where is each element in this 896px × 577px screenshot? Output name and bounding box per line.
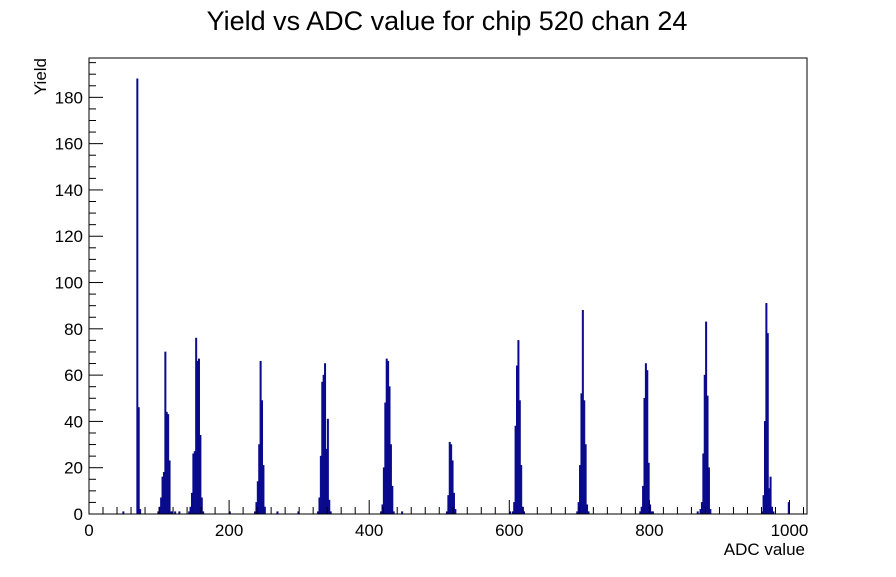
plot-frame [88, 57, 808, 515]
histogram-bin-109 [766, 333, 769, 515]
histogram-bin-66 [454, 509, 457, 515]
y-tick-label: 100 [55, 274, 83, 293]
chart-title: Yield vs ADC value for chip 520 chan 24 [207, 6, 688, 36]
x-tick-label: 1000 [771, 521, 809, 540]
histogram-bin-36 [263, 506, 266, 515]
x-tick-label: 200 [215, 521, 243, 540]
x-tick-label: 0 [84, 521, 93, 540]
histogram-bin-12 [168, 460, 171, 515]
y-tick-label: 0 [74, 505, 83, 524]
histogram-bin-35 [262, 465, 265, 515]
histogram-bin-103 [707, 467, 710, 515]
histogram-bin-74 [520, 465, 523, 515]
y-tick-label: 80 [64, 320, 83, 339]
y-tick-label: 160 [55, 135, 83, 154]
y-tick-label: 20 [64, 459, 83, 478]
x-tick-label: 800 [635, 521, 663, 540]
histogram-bin-57 [391, 485, 394, 515]
x-axis: 0 200 400 600 800 1000 [84, 500, 808, 540]
y-tick-label: 120 [55, 227, 83, 246]
histogram-bin-3 [139, 509, 142, 515]
x-tick-label: 400 [355, 521, 383, 540]
histogram-bin-46 [326, 418, 329, 515]
x-tick-label: 600 [495, 521, 523, 540]
y-tick-label: 140 [55, 181, 83, 200]
y-axis-label: Yield [31, 58, 50, 95]
histogram-bars [122, 78, 790, 515]
y-tick-label: 180 [55, 88, 83, 107]
histogram-bin-2 [137, 407, 140, 515]
y-axis: 0 20 40 60 80 100 120 140 160 180 [55, 62, 103, 524]
x-axis-label: ADC value [724, 540, 805, 559]
y-tick-label: 60 [64, 366, 83, 385]
histogram-bin-83 [584, 444, 587, 515]
y-tick-label: 40 [64, 412, 83, 431]
histogram-bin-104 [709, 509, 712, 515]
